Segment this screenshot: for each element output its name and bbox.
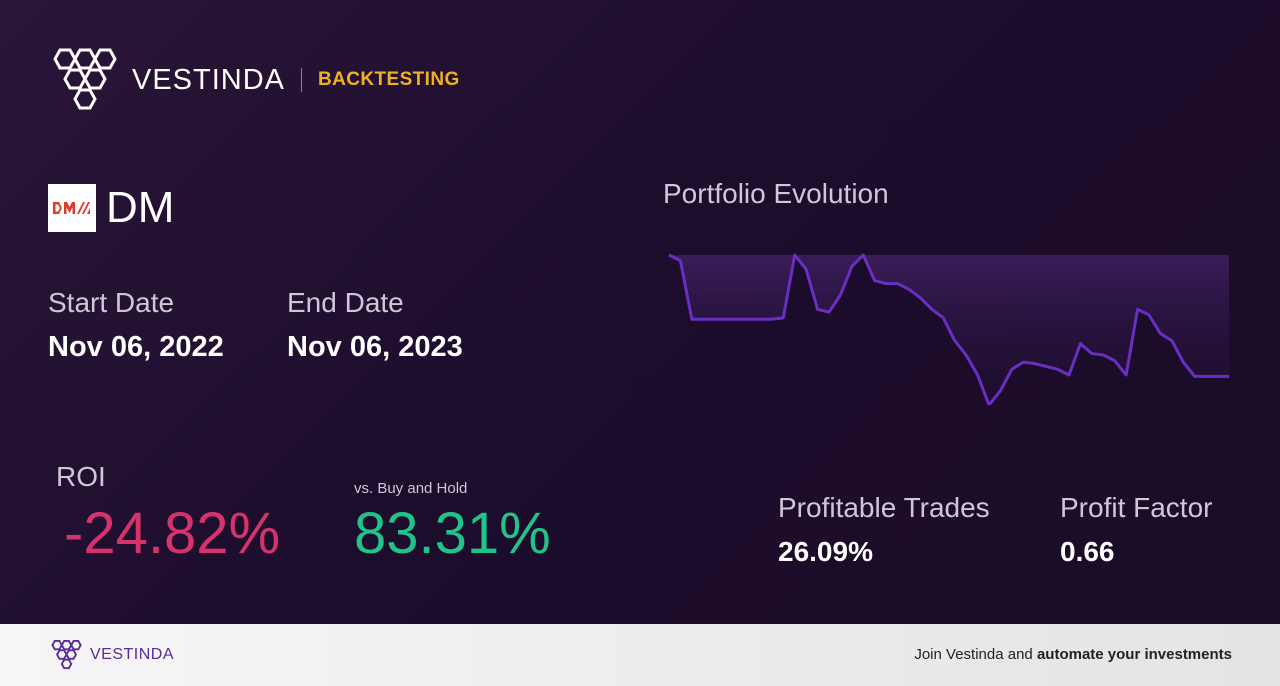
profit-factor-label: Profit Factor bbox=[1060, 492, 1213, 523]
vestinda-footer-logo-icon bbox=[51, 639, 82, 670]
profitable-trades-label: Profitable Trades bbox=[778, 492, 990, 523]
start-date-label: Start Date bbox=[48, 287, 175, 318]
footer-brand: VESTINDA bbox=[90, 646, 175, 663]
vestinda-logo-icon[interactable] bbox=[48, 46, 124, 114]
footer-cta-bold: automate your investments bbox=[1036, 646, 1232, 663]
chart-area bbox=[669, 255, 1229, 405]
brand-name: VESTINDA bbox=[132, 63, 286, 96]
footer-logo[interactable]: VESTINDA bbox=[48, 639, 174, 671]
dm-logo-icon bbox=[48, 184, 96, 232]
chart-line bbox=[668, 253, 1229, 405]
roi-label: ROI bbox=[56, 461, 106, 492]
ticker: DM bbox=[48, 183, 174, 233]
ticker-symbol: DM bbox=[106, 183, 175, 232]
profit-factor-value: 0.66 bbox=[1060, 536, 1115, 567]
footer-cta[interactable]: Join Vestinda and automate your investme… bbox=[914, 646, 1232, 663]
buy-hold-label: vs. Buy and Hold bbox=[354, 480, 468, 497]
header-divider bbox=[301, 68, 303, 92]
buy-hold-value: 83.31% bbox=[354, 501, 551, 566]
end-date-label: End Date bbox=[287, 287, 404, 318]
header: VESTINDA BACKTESTING bbox=[48, 46, 460, 114]
roi-value: -24.82% bbox=[64, 501, 281, 566]
section-title: BACKTESTING bbox=[318, 69, 460, 90]
profitable-trades-value: 26.09% bbox=[778, 536, 873, 567]
portfolio-chart bbox=[668, 253, 1229, 405]
footer-cta-text: Join Vestinda and bbox=[914, 646, 1037, 663]
start-date-value: Nov 06, 2022 bbox=[48, 331, 224, 363]
backtest-card: VESTINDA BACKTESTING DM Start Date Nov 0… bbox=[0, 0, 1280, 624]
end-date-value: Nov 06, 2023 bbox=[287, 331, 463, 363]
footer: VESTINDA Join Vestinda and automate your… bbox=[0, 624, 1280, 686]
chart-title: Portfolio Evolution bbox=[663, 178, 889, 209]
